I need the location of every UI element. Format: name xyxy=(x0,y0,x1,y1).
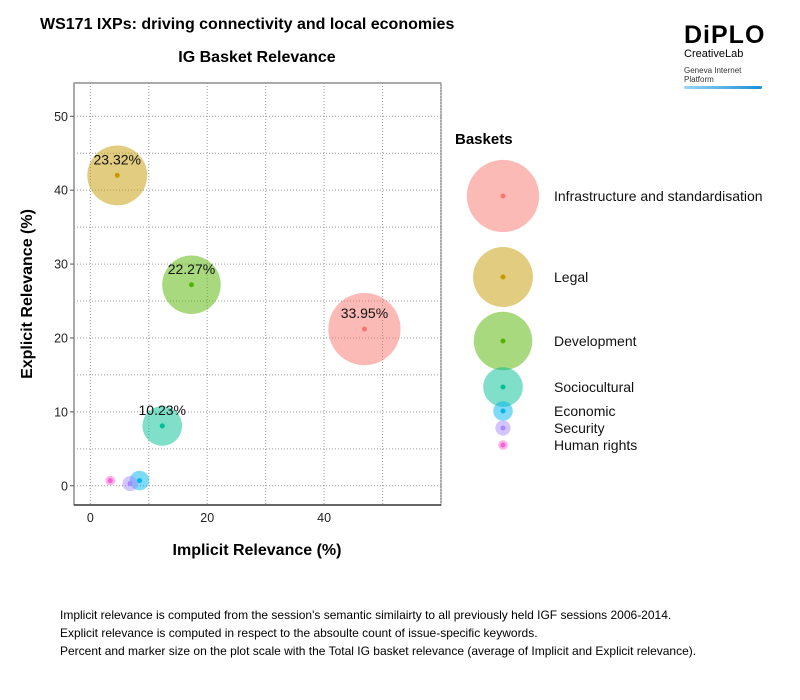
y-tick-label: 20 xyxy=(54,331,68,345)
x-tick-label: 20 xyxy=(200,511,214,525)
y-tick-label: 30 xyxy=(54,258,68,272)
data-label: 22.27% xyxy=(168,261,215,277)
legend-key-center xyxy=(500,442,506,448)
legend-key-center xyxy=(500,425,506,431)
y-tick-label: 40 xyxy=(54,184,68,198)
y-tick-label: 50 xyxy=(54,110,68,124)
y-tick-label: 0 xyxy=(61,479,68,493)
x-tick-label: 40 xyxy=(317,511,331,525)
footnote-3: Percent and marker size on the plot scal… xyxy=(60,644,697,658)
chart-title: IG Basket Relevance xyxy=(178,49,336,66)
page-title: WS171 IXPs: driving connectivity and loc… xyxy=(40,16,454,33)
legend-title: Baskets xyxy=(455,131,513,148)
points: 33.95% 23.32% 22.27% 10.23% xyxy=(87,145,401,492)
y-tick-label: 10 xyxy=(54,405,68,419)
logo-sub: CreativeLab xyxy=(684,48,744,60)
logo-name: DiPLO xyxy=(684,21,766,49)
plot-panel xyxy=(73,82,442,506)
footnote-1: Implicit relevance is computed from the … xyxy=(60,608,672,622)
legend-label: Infrastructure and standardisation xyxy=(554,188,763,204)
legend-key-center xyxy=(500,408,506,414)
bubble-center xyxy=(188,282,194,288)
bubble-center xyxy=(361,326,367,332)
logo-swoosh xyxy=(684,86,762,89)
x-tick-label: 0 xyxy=(87,511,94,525)
axes: 0 20 40 0 10 20 30 40 50 xyxy=(54,83,441,525)
data-label: 10.23% xyxy=(139,402,186,418)
y-axis-label: Explicit Relevance (%) xyxy=(19,209,36,379)
legend-label: Legal xyxy=(554,269,588,285)
bubble-center xyxy=(127,481,133,487)
data-label: 33.95% xyxy=(341,305,388,321)
bubble-center xyxy=(136,478,142,484)
data-label: 23.32% xyxy=(94,151,141,167)
bubble-center xyxy=(114,172,120,178)
legend: Infrastructure and standardisation Legal D… xyxy=(466,159,763,453)
diplo-logo: DiPLO CreativeLab Geneva Internet Platfo… xyxy=(684,22,768,89)
legend-label: Human rights xyxy=(554,437,637,453)
legend-label: Security xyxy=(554,420,605,436)
legend-label: Sociocultural xyxy=(554,379,634,395)
legend-key-center xyxy=(500,274,506,280)
logo-platform: Geneva Internet Platform xyxy=(684,66,742,84)
footnote-2: Explicit relevance is computed in respec… xyxy=(60,626,538,640)
legend-label: Development xyxy=(554,333,637,349)
legend-label: Economic xyxy=(554,403,615,419)
bubble-center xyxy=(159,423,165,429)
legend-key-center xyxy=(500,193,506,199)
legend-key-center xyxy=(500,338,506,344)
bubble-center xyxy=(107,478,113,484)
legend-key-center xyxy=(500,384,506,390)
x-axis-label: Implicit Relevance (%) xyxy=(173,542,342,559)
